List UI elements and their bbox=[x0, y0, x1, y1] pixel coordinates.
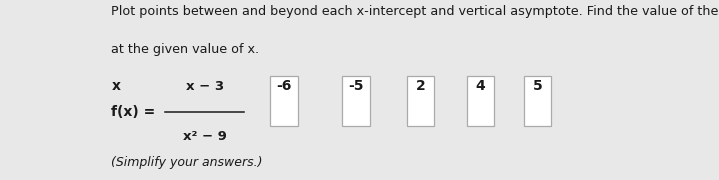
Text: at the given value of x.: at the given value of x. bbox=[111, 43, 260, 56]
Text: 2: 2 bbox=[416, 79, 426, 93]
Text: Plot points between and beyond each x-intercept and vertical asymptote. Find the: Plot points between and beyond each x-in… bbox=[111, 5, 719, 18]
Text: 5: 5 bbox=[533, 79, 543, 93]
Text: x: x bbox=[111, 79, 121, 93]
FancyBboxPatch shape bbox=[407, 76, 434, 126]
FancyBboxPatch shape bbox=[524, 76, 551, 126]
Text: x − 3: x − 3 bbox=[186, 80, 224, 93]
Text: -5: -5 bbox=[348, 79, 364, 93]
Text: f(x) =: f(x) = bbox=[111, 105, 156, 119]
FancyBboxPatch shape bbox=[467, 76, 494, 126]
Text: -6: -6 bbox=[276, 79, 292, 93]
FancyBboxPatch shape bbox=[342, 76, 370, 126]
FancyBboxPatch shape bbox=[270, 76, 298, 126]
Text: x² − 9: x² − 9 bbox=[183, 130, 227, 143]
Text: (Simplify your answers.): (Simplify your answers.) bbox=[111, 156, 263, 169]
Text: 4: 4 bbox=[475, 79, 485, 93]
